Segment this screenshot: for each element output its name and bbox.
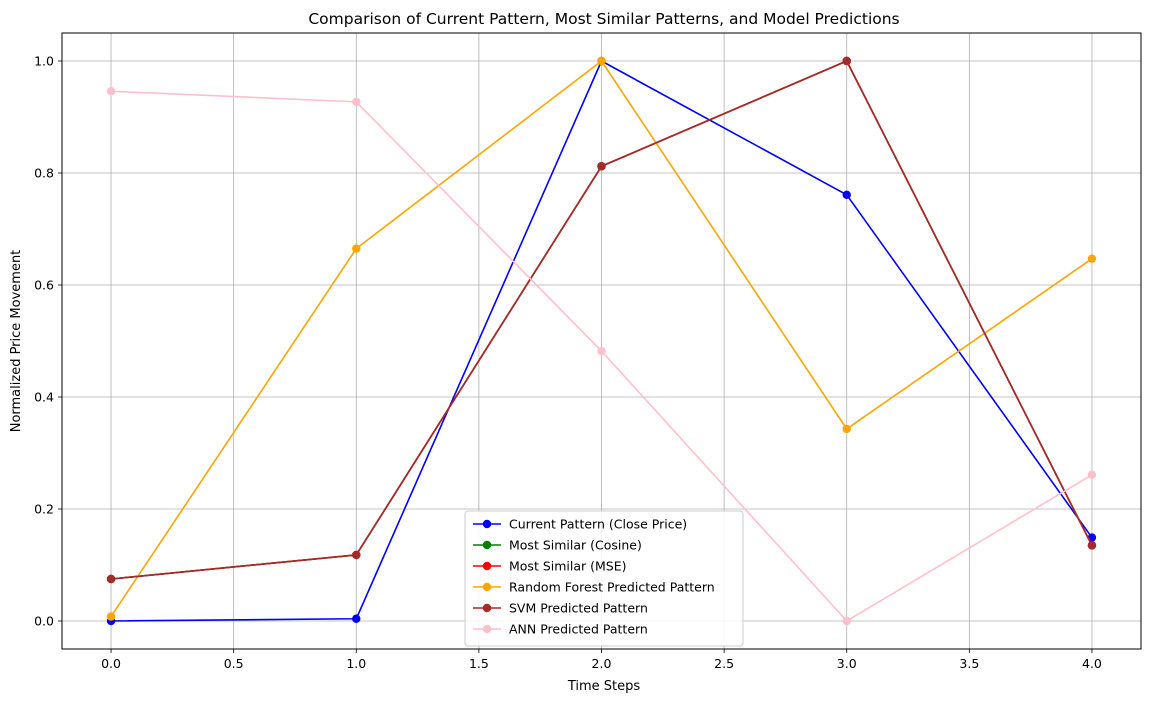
data-point xyxy=(842,424,851,434)
chart-title: Comparison of Current Pattern, Most Simi… xyxy=(308,10,899,28)
legend-marker xyxy=(482,582,492,592)
legend-item: Most Similar (Cosine) xyxy=(473,538,642,553)
grid-lines xyxy=(62,33,1141,649)
axis-ticks: 0.0 0.5 1.0 1.5 2.0 2.5 3.0 3.5 4.0 0.0 0.2 0.4 0.6 0… xyxy=(34,54,1102,672)
data-point xyxy=(597,56,606,66)
legend-item: Current Pattern (Close Price) xyxy=(473,517,687,532)
x-tick-label: 2.5 xyxy=(714,656,734,671)
y-axis-label: Normalized Price Movement xyxy=(9,250,24,433)
legend-marker xyxy=(482,561,492,571)
data-point xyxy=(1087,541,1097,550)
x-tick-label: 0.5 xyxy=(224,656,244,671)
data-point xyxy=(352,614,361,623)
legend-box xyxy=(464,510,744,647)
legend-item: Most Similar (MSE) xyxy=(473,559,627,574)
data-point xyxy=(597,346,606,356)
x-axis-label: Time Steps xyxy=(567,679,641,694)
x-tick-label: 3.5 xyxy=(959,656,979,671)
x-tick-label: 3.0 xyxy=(837,656,857,671)
legend-marker xyxy=(482,624,492,634)
legend-item: ANN Predicted Pattern xyxy=(473,622,648,637)
y-tick-label: 0.4 xyxy=(34,390,54,405)
legend-label: Most Similar (MSE) xyxy=(509,559,627,574)
series-lines xyxy=(106,56,1097,626)
y-tick-label: 0.8 xyxy=(34,166,54,181)
legend-marker xyxy=(482,603,492,613)
legend-marker xyxy=(482,519,492,529)
data-point xyxy=(106,612,116,621)
y-tick-label: 0.2 xyxy=(34,502,54,517)
legend-label: SVM Predicted Pattern xyxy=(509,601,648,616)
data-point xyxy=(352,244,361,253)
legend-label: Most Similar (Cosine) xyxy=(509,538,642,553)
y-tick-label: 1.0 xyxy=(34,54,54,69)
data-point xyxy=(842,616,851,626)
legend-item: Random Forest Predicted Pattern xyxy=(473,580,715,595)
x-tick-label: 1.0 xyxy=(346,656,366,671)
data-point xyxy=(352,97,361,107)
legend-label: Current Pattern (Close Price) xyxy=(509,517,687,532)
series-4 xyxy=(106,56,1097,621)
data-point xyxy=(352,550,361,560)
series-6 xyxy=(106,87,1097,626)
legend-marker xyxy=(482,540,492,550)
data-point xyxy=(597,162,606,171)
data-point xyxy=(106,87,116,96)
series-5 xyxy=(106,56,1097,584)
legend-label: ANN Predicted Pattern xyxy=(509,622,648,637)
legend-label: Random Forest Predicted Pattern xyxy=(509,580,715,595)
data-point xyxy=(842,190,851,200)
y-tick-label: 0.6 xyxy=(34,278,54,293)
legend: Current Pattern (Close Price) Most Simila… xyxy=(464,510,744,647)
x-tick-label: 4.0 xyxy=(1082,656,1102,671)
x-tick-label: 0.0 xyxy=(101,656,121,671)
data-point xyxy=(1087,254,1097,263)
legend-item: SVM Predicted Pattern xyxy=(473,601,648,616)
x-tick-label: 1.5 xyxy=(469,656,489,671)
data-point xyxy=(106,574,116,584)
x-tick-label: 2.0 xyxy=(592,656,612,671)
data-point xyxy=(1087,470,1097,480)
y-tick-label: 0.0 xyxy=(34,614,54,629)
data-point xyxy=(842,56,851,66)
